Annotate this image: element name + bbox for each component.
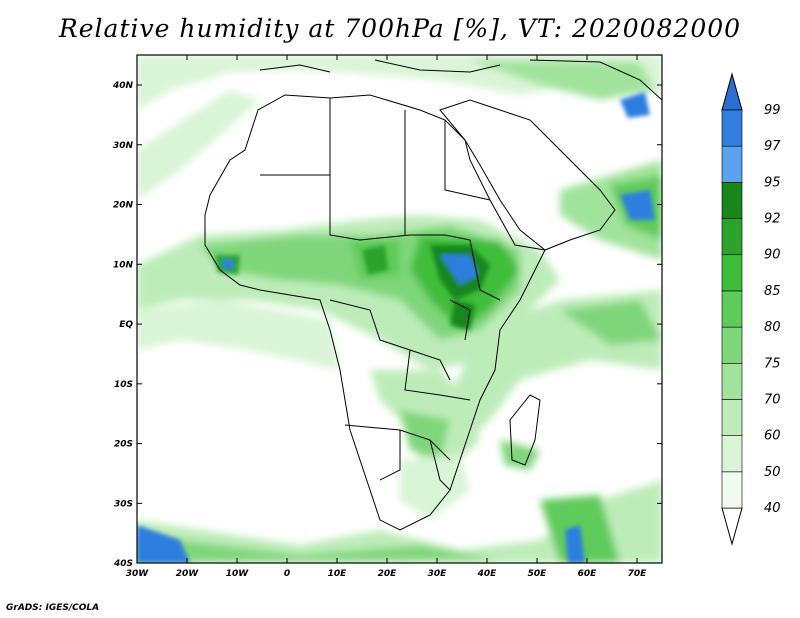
lat-tick-label: EQ xyxy=(119,320,133,330)
colorbar-swatch xyxy=(721,435,743,473)
colorbar: 40 50 60 70 75 80 85 90 92 95 97 99 xyxy=(721,72,781,546)
humidity-field xyxy=(137,55,662,563)
lon-tick-label: 10E xyxy=(328,569,348,579)
colorbar-label: 80 xyxy=(764,320,781,335)
colorbar-swatch xyxy=(721,362,743,400)
colorbar-label: 90 xyxy=(764,248,781,263)
colorbar-swatch xyxy=(721,326,743,364)
colorbar-under-arrow xyxy=(721,507,743,546)
plot-frame xyxy=(136,54,663,564)
lat-tick-label: 30S xyxy=(114,499,133,509)
lat-tick-label: 40S xyxy=(113,559,133,569)
colorbar-swatch xyxy=(721,109,743,147)
lon-tick-label: 70E xyxy=(628,569,648,579)
colorbar-label: 40 xyxy=(764,501,781,516)
colorbar-label: 97 xyxy=(764,139,781,154)
colorbar-swatch xyxy=(721,182,743,219)
lon-tick-label: 50E xyxy=(528,569,548,579)
lat-tick-label: 10S xyxy=(114,380,133,390)
colorbar-label: 75 xyxy=(764,356,781,371)
colorbar-label: 92 xyxy=(764,212,781,227)
lon-tick-label: 30W xyxy=(126,569,150,579)
colorbar-swatch xyxy=(721,218,743,256)
lat-tick-label: 40N xyxy=(112,81,134,91)
colorbar-swatch xyxy=(721,399,743,436)
lat-tick-label: 20S xyxy=(114,440,133,450)
lon-tick-label: 40E xyxy=(477,569,498,579)
credit-text: GrADS: IGES/COLA xyxy=(6,603,100,613)
lon-tick-label: 20W xyxy=(176,569,200,579)
lat-tick-label: 30N xyxy=(113,141,134,151)
axis-ticks: 30W 20W 10W 0 10E 20E 30E 40E 50E 60E 70E 40N 30N 20N… xyxy=(112,55,662,579)
lon-tick-label: 20E xyxy=(378,569,398,579)
lon-tick-label: 0 xyxy=(284,569,290,579)
colorbar-label: 85 xyxy=(764,284,781,299)
colorbar-label: 99 xyxy=(764,103,781,118)
map-title: Relative humidity at 700hPa [%], VT: 202… xyxy=(58,14,742,43)
country-borders xyxy=(204,59,662,531)
colorbar-over-arrow xyxy=(721,72,743,111)
lon-tick-label: 30E xyxy=(428,569,448,579)
colorbar-label: 95 xyxy=(764,175,781,190)
colorbar-label: 60 xyxy=(764,429,781,444)
lon-tick-label: 10W xyxy=(226,569,250,579)
colorbar-swatch xyxy=(721,471,743,509)
colorbar-label: 50 xyxy=(764,465,781,480)
lat-tick-label: 10N xyxy=(113,260,134,270)
lon-tick-label: 60E xyxy=(578,569,598,579)
lat-tick-label: 20N xyxy=(113,201,134,211)
colorbar-swatch xyxy=(721,290,743,328)
colorbar-swatch xyxy=(721,254,743,292)
colorbar-swatch xyxy=(721,145,743,183)
colorbar-label: 70 xyxy=(764,392,781,407)
